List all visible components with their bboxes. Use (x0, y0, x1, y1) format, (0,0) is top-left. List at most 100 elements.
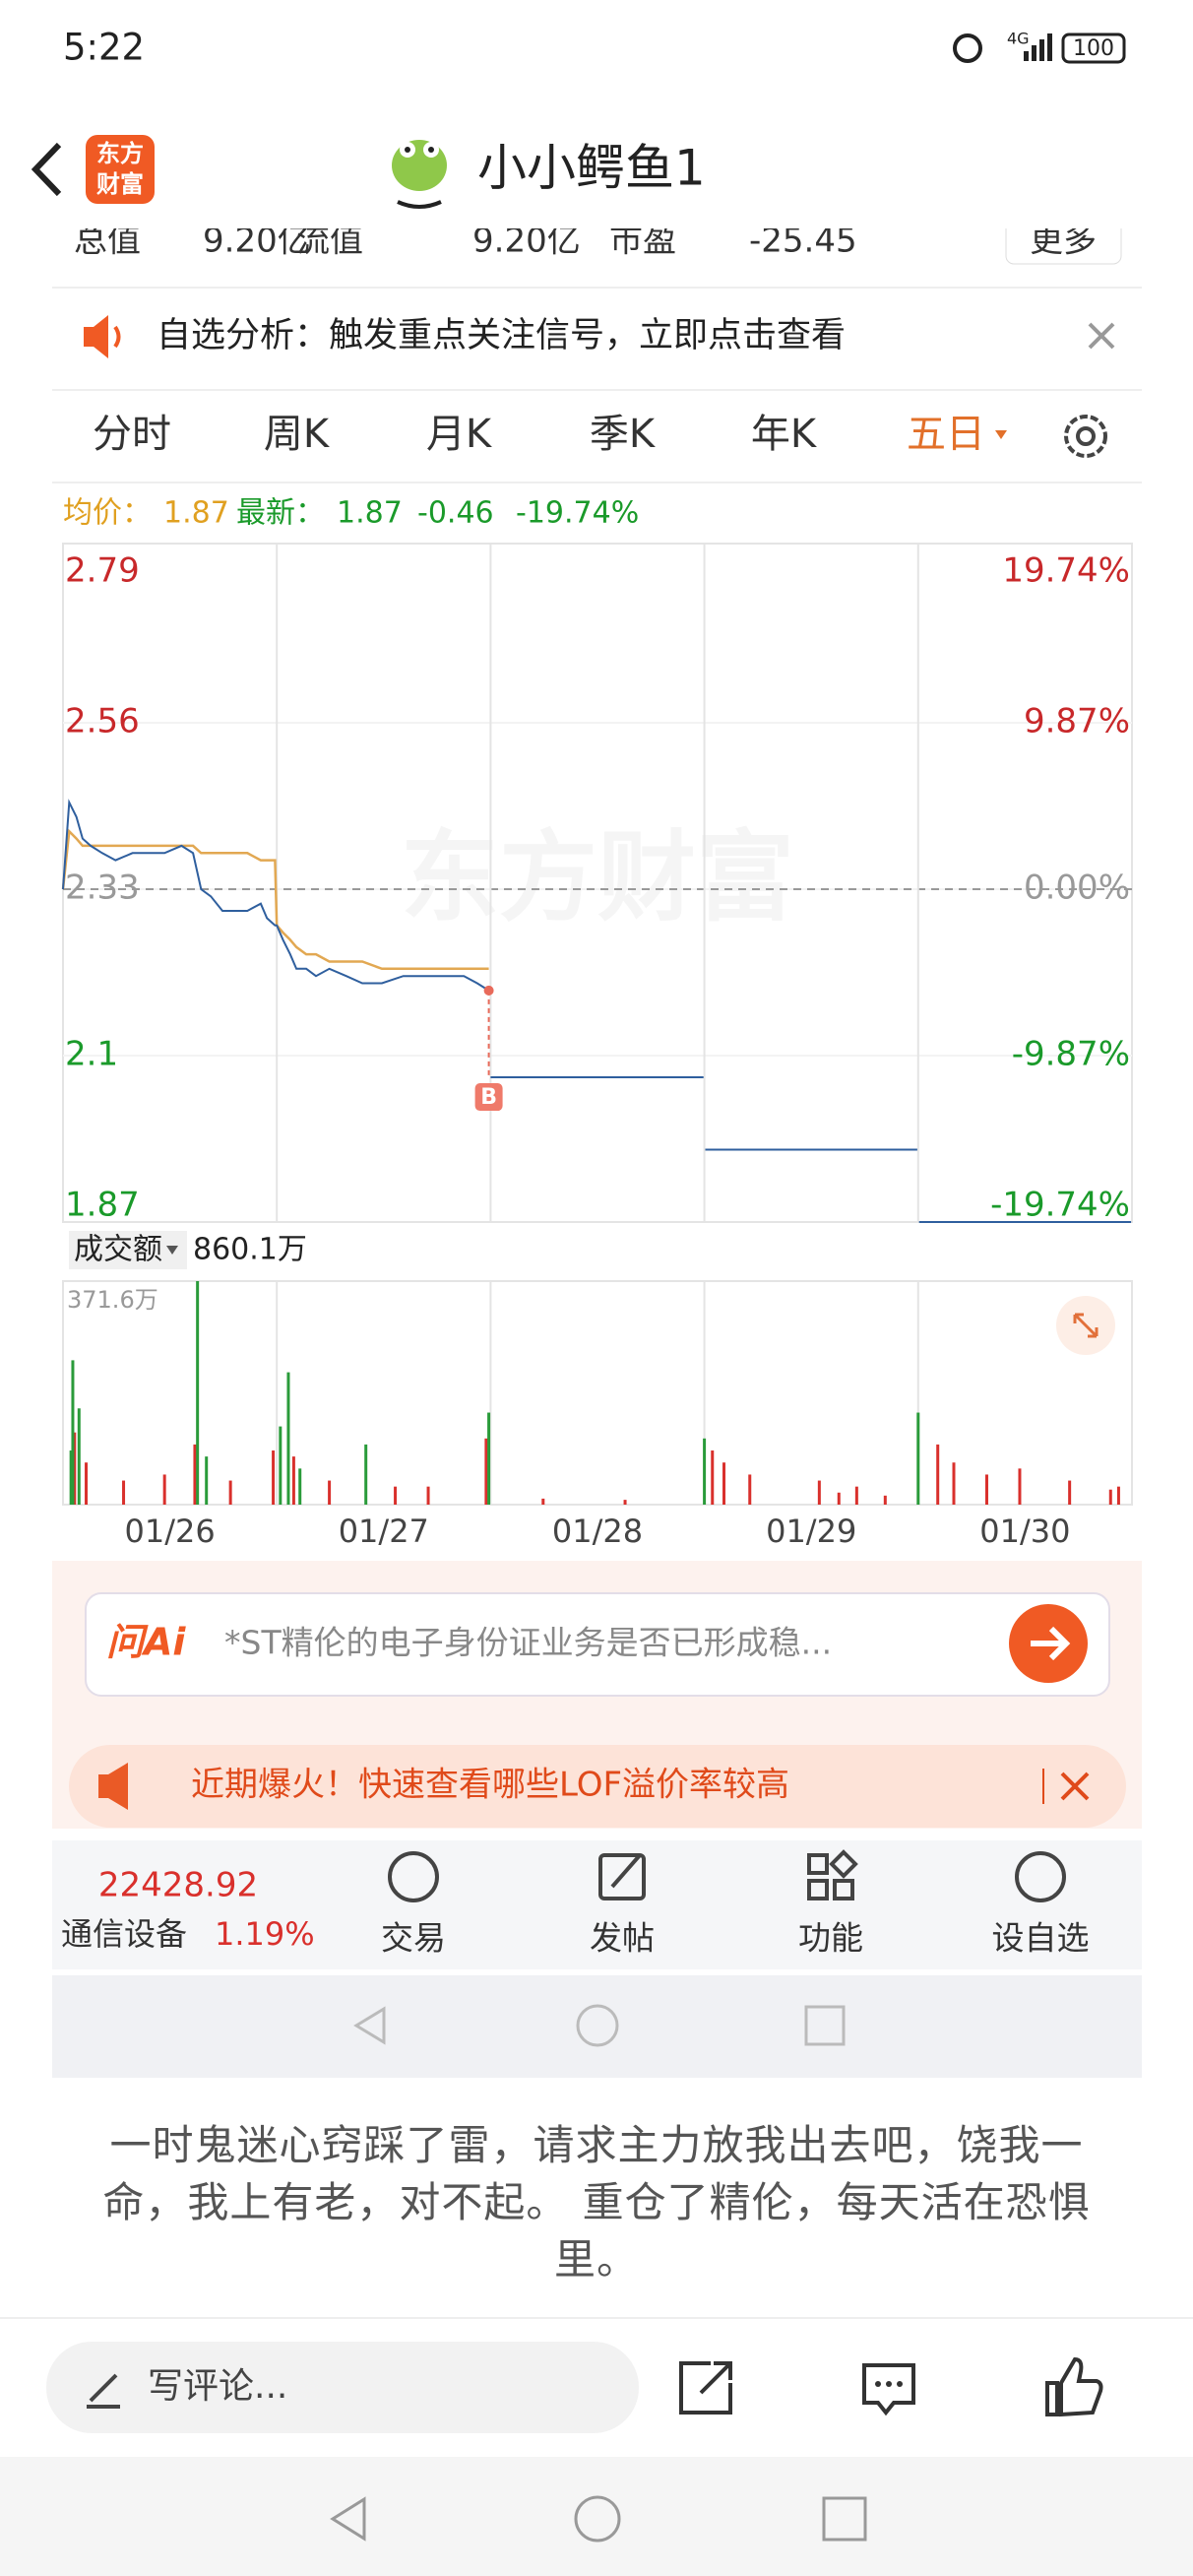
header-bg (0, 0, 1193, 228)
close-icon[interactable] (1088, 322, 1115, 350)
volume-bar (817, 1480, 821, 1505)
system-nav-icons[interactable] (330, 2495, 867, 2543)
volume-label[interactable]: 成交额 (74, 1233, 162, 1267)
x-tick-label: 01/26 (124, 1513, 215, 1550)
toolbar-action[interactable]: 功能 (798, 1919, 863, 1958)
index-change[interactable]: 1.19% (215, 1915, 315, 1953)
ai-brand: 问Ai (106, 1621, 186, 1664)
comment-placeholder[interactable]: 写评论... (148, 2366, 287, 2407)
share-button[interactable] (679, 2361, 732, 2415)
volume-bar (1068, 1480, 1072, 1505)
y-tick-label: 2.1 (65, 1035, 118, 1074)
volume-bar (883, 1495, 887, 1505)
comment-button[interactable] (862, 2363, 915, 2416)
period-tab[interactable]: 分时 (93, 412, 171, 457)
volume-bar (1018, 1468, 1022, 1505)
system-nav-bar (0, 2457, 1193, 2576)
change-pct: -19.74% (516, 496, 639, 531)
average-line (61, 828, 489, 971)
volume-bar (193, 1444, 197, 1505)
index-value[interactable]: 22428.92 (98, 1866, 258, 1905)
status-time: 5:22 (63, 27, 145, 69)
volume-bar (426, 1486, 430, 1505)
volume-bar (71, 1360, 75, 1505)
trade-marker-label: B (480, 1085, 497, 1110)
y2-tick-label: 9.87% (1024, 702, 1130, 741)
expand-button[interactable] (1056, 1296, 1115, 1355)
volume-bar (703, 1438, 707, 1505)
x-tick-label: 01/28 (552, 1513, 643, 1550)
volume-bar (1116, 1486, 1120, 1505)
price-line (62, 799, 1132, 1223)
toolbar-action[interactable]: 发帖 (590, 1919, 655, 1958)
price-chart: 1.87 2.1 2.33 2.56 2.79 -19.74% -9.87% 0.00% 9.8… (61, 544, 1132, 1225)
page-title: 小小鳄鱼1 (477, 140, 706, 197)
x-tick-label: 01/30 (979, 1513, 1070, 1550)
change: -0.46 (417, 496, 494, 531)
period-tabs: 分时 周K 月K 季K 年K 五日 (93, 412, 1007, 457)
y2-tick-label: -19.74% (990, 1186, 1130, 1225)
volume-bar (722, 1462, 726, 1505)
volume-chart: 371.6万 (67, 1281, 1120, 1505)
volume-bar (952, 1462, 956, 1505)
volume-bar (623, 1500, 627, 1505)
volume-chart-frame (62, 1280, 1133, 1506)
trade-marker (474, 1083, 503, 1112)
period-tab[interactable]: 月K (426, 412, 493, 457)
y-tick-label: 2.79 (65, 551, 140, 591)
notice-text[interactable]: 自选分析：触发重点关注信号，立即点击查看 (157, 316, 846, 355)
inner-nav-bar (52, 1975, 1142, 2078)
promo-banner[interactable] (69, 1745, 1126, 1828)
volume-bar (298, 1468, 302, 1505)
avg-price: 1.87 (163, 496, 229, 531)
volume-bar (162, 1474, 166, 1505)
app-logo (86, 135, 155, 204)
settings-icon[interactable] (1064, 415, 1107, 458)
period-tab[interactable]: 周K (264, 412, 331, 457)
watermark: 东方财富 (401, 819, 794, 934)
volume-bar (272, 1450, 276, 1505)
volume-bar (328, 1480, 332, 1505)
toolbar-action[interactable]: 设自选 (992, 1919, 1090, 1958)
volume-bar (748, 1474, 752, 1505)
dropdown-arrow (166, 1246, 178, 1255)
volume-bar (77, 1408, 81, 1505)
volume-bar (364, 1444, 368, 1505)
ai-placeholder[interactable]: *ST精伦的电子身份证业务是否已形成稳... (224, 1624, 832, 1662)
volume-bar (69, 1450, 73, 1505)
notice-bar[interactable]: 自选分析：触发重点关注信号，立即点击查看 (84, 315, 1115, 358)
promo-text[interactable]: 近期爆火！快速查看哪些LOF溢价率较高 (191, 1766, 789, 1805)
close-icon[interactable] (1060, 1771, 1090, 1801)
inner-nav-icons (353, 2004, 846, 2047)
volume-bar (916, 1412, 920, 1505)
toolbar-action[interactable]: 交易 (381, 1919, 446, 1958)
period-tab[interactable]: 五日 (907, 412, 985, 457)
user-avatar (392, 140, 447, 209)
toolbar (52, 1840, 1142, 1969)
network-type: 4G (1007, 30, 1030, 48)
comment-input[interactable] (46, 2342, 639, 2433)
x-tick-label: 01/27 (339, 1513, 429, 1550)
volume-bar (228, 1480, 232, 1505)
dropdown-arrow (995, 430, 1007, 439)
volume-bar (984, 1474, 988, 1505)
period-tab[interactable]: 年K (751, 412, 818, 457)
trade-point (483, 985, 494, 996)
back-button[interactable] (31, 142, 62, 197)
latest-label: 最新： (236, 496, 325, 531)
volume-bar (291, 1456, 295, 1505)
signal-icon (1024, 33, 1052, 61)
volume-bar (487, 1412, 491, 1505)
y2-tick-label: 19.74% (1002, 551, 1130, 591)
index-name[interactable]: 通信设备 (61, 1915, 187, 1953)
volume-selector[interactable] (69, 1231, 187, 1269)
period-tab[interactable]: 季K (590, 412, 657, 457)
battery-level: 100 (1073, 36, 1114, 61)
ai-search-box[interactable] (85, 1592, 1110, 1697)
like-button[interactable] (1045, 2356, 1103, 2417)
volume-bar (85, 1462, 89, 1505)
volume-bar (484, 1438, 488, 1505)
x-tick-label: 01/29 (766, 1513, 856, 1550)
post-text: 一时鬼迷心窍踩了雷，请求主力放我出去吧，饶我一命，我上有老，对不起。 重仓了精伦… (102, 2121, 1091, 2284)
